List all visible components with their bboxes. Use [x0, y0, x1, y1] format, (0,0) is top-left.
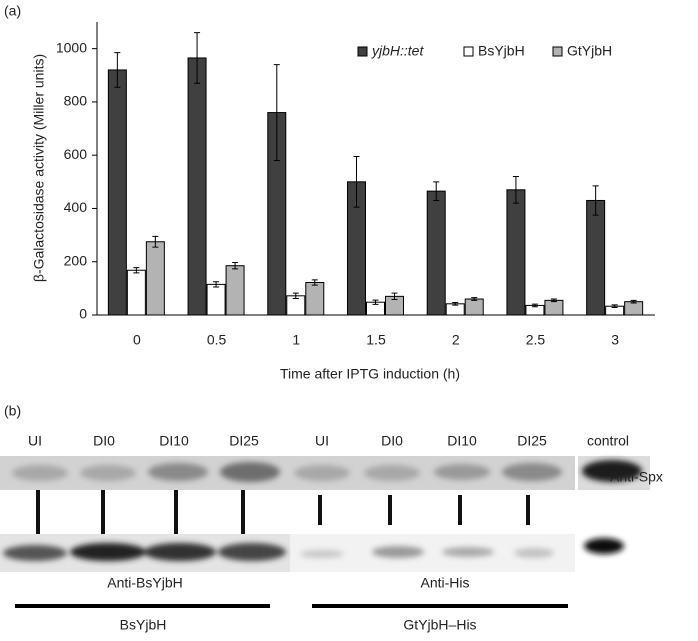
x-tick-label: 2 [452, 332, 460, 348]
error-bar [471, 297, 478, 301]
bar [464, 298, 484, 316]
legend-swatch [357, 46, 368, 57]
y-tick-label: 800 [64, 93, 88, 109]
y-tick-label: 0 [79, 306, 87, 322]
bar [305, 282, 325, 316]
antibody-label: Anti-Spx [610, 469, 663, 485]
lane-label: DI25 [229, 433, 259, 449]
lane-label: DI0 [381, 433, 403, 449]
panel-label: (b) [4, 403, 21, 419]
antibody-label: Anti-BsYjbH [107, 575, 182, 591]
bar [544, 299, 564, 316]
y-tick-label: 600 [64, 146, 88, 162]
panel-label: (a) [4, 3, 21, 19]
legend-swatch [552, 46, 563, 57]
x-tick-label: 1.5 [366, 332, 386, 348]
legend-swatch [463, 46, 474, 57]
error-bar [152, 235, 159, 248]
x-tick-label: 0 [133, 332, 141, 348]
x-tick-label: 1 [292, 332, 300, 348]
y-axis-label: β-Galactosidase activity (Miller units) [31, 54, 47, 282]
lane-label: control [587, 433, 629, 449]
x-tick-label: 0.5 [207, 332, 227, 348]
bar [426, 190, 446, 316]
error-bar [292, 292, 299, 299]
bar [107, 69, 127, 316]
bar [126, 269, 146, 316]
error-bar [372, 299, 379, 305]
antibody-label: Anti-His [420, 575, 469, 591]
error-bar [353, 156, 360, 208]
error-bar [452, 301, 459, 306]
lane-label: UI [28, 433, 42, 449]
bar [506, 189, 526, 316]
lane-label: DI10 [447, 433, 477, 449]
lane-label: UI [315, 433, 329, 449]
x-tick-label: 2.5 [526, 332, 546, 348]
bar [145, 241, 165, 316]
error-bar [611, 304, 618, 309]
bar [624, 301, 644, 316]
legend-label: GtYjbH [567, 43, 612, 59]
error-bar [133, 267, 140, 274]
x-axis-label: Time after IPTG induction (h) [280, 366, 460, 382]
error-bar [550, 298, 557, 303]
legend-label: yjbH::tet [371, 43, 424, 59]
bar [225, 265, 245, 316]
error-bar [630, 299, 637, 304]
error-bar [391, 292, 398, 301]
error-bar [512, 175, 519, 204]
lane-label: DI0 [93, 433, 115, 449]
group-label: GtYjbH–His [403, 617, 476, 633]
error-bar [531, 303, 538, 308]
y-tick-label: 400 [64, 199, 88, 215]
error-bar [213, 281, 220, 288]
group-label: BsYjbH [120, 617, 167, 633]
y-tick-label: 200 [64, 252, 88, 268]
error-bar [311, 279, 318, 286]
error-bar [194, 32, 201, 84]
bar [187, 57, 207, 316]
legend-label: BsYjbH [478, 43, 525, 59]
error-bar [232, 262, 239, 270]
y-tick-label: 1000 [56, 39, 87, 55]
lane-label: DI10 [159, 433, 189, 449]
bar [586, 199, 606, 316]
blot [0, 456, 650, 608]
error-bar [433, 181, 440, 201]
error-bar [592, 185, 599, 216]
bar [206, 283, 226, 316]
error-bar [114, 52, 121, 88]
x-tick-label: 3 [611, 332, 619, 348]
lane-label: DI25 [517, 433, 547, 449]
error-bar [273, 64, 280, 162]
